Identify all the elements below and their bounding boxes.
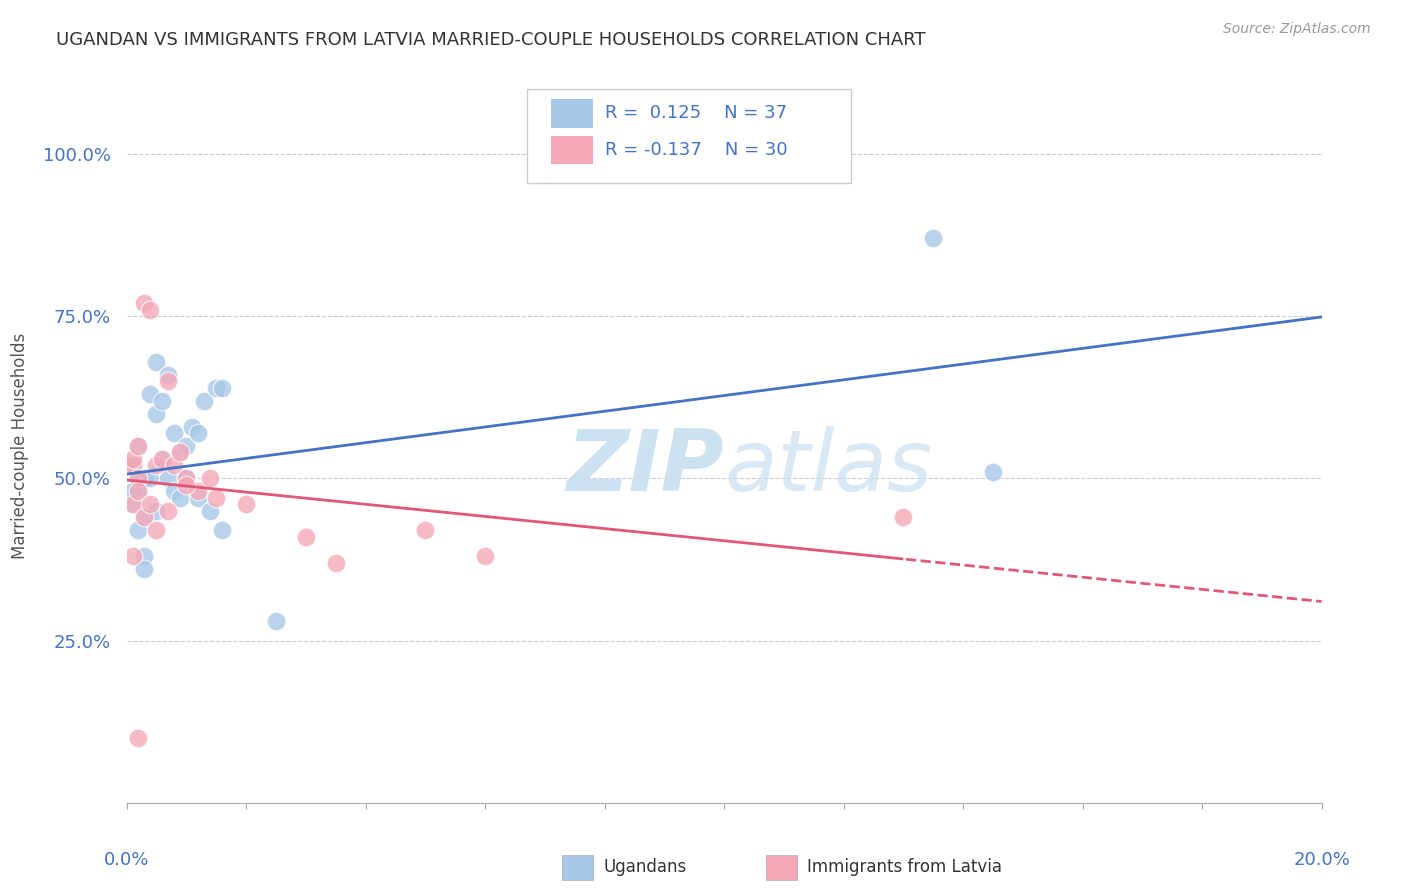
Point <box>187 491 209 505</box>
Point <box>134 562 156 576</box>
Point <box>325 556 347 570</box>
Point <box>121 497 143 511</box>
Point <box>121 458 143 473</box>
Point <box>152 452 174 467</box>
Point <box>139 471 162 485</box>
Point <box>134 471 156 485</box>
Point <box>922 231 945 245</box>
Point <box>200 471 222 485</box>
Point <box>264 614 287 628</box>
Point <box>163 425 186 440</box>
Point <box>169 445 191 459</box>
Text: R =  0.125    N = 37: R = 0.125 N = 37 <box>605 104 787 122</box>
Point <box>174 478 197 492</box>
Point <box>134 510 156 524</box>
Point <box>893 510 915 524</box>
Point <box>181 419 204 434</box>
Point <box>127 439 149 453</box>
Point <box>145 407 167 421</box>
Point <box>211 381 233 395</box>
Point <box>294 530 316 544</box>
Point <box>121 452 143 467</box>
Point <box>145 458 167 473</box>
Point <box>127 484 149 499</box>
Point <box>145 354 167 368</box>
Text: Ugandans: Ugandans <box>603 858 686 876</box>
Point <box>169 445 191 459</box>
Point <box>121 497 143 511</box>
Text: R = -0.137    N = 30: R = -0.137 N = 30 <box>605 141 787 159</box>
Text: 20.0%: 20.0% <box>1294 851 1350 869</box>
Point <box>163 484 186 499</box>
Point <box>157 471 180 485</box>
Text: UGANDAN VS IMMIGRANTS FROM LATVIA MARRIED-COUPLE HOUSEHOLDS CORRELATION CHART: UGANDAN VS IMMIGRANTS FROM LATVIA MARRIE… <box>56 31 927 49</box>
Point <box>174 471 197 485</box>
Text: atlas: atlas <box>724 425 932 509</box>
Point <box>134 549 156 564</box>
Point <box>193 393 215 408</box>
Point <box>235 497 257 511</box>
Text: Immigrants from Latvia: Immigrants from Latvia <box>807 858 1002 876</box>
Point <box>205 491 228 505</box>
Point <box>205 381 228 395</box>
Point <box>157 374 180 388</box>
Point <box>152 393 174 408</box>
Point <box>415 524 437 538</box>
Point <box>152 452 174 467</box>
Point <box>474 549 496 564</box>
Point <box>981 465 1004 479</box>
Point <box>121 458 143 473</box>
Point <box>121 484 143 499</box>
Point <box>187 425 209 440</box>
Point <box>139 302 162 317</box>
Point <box>127 484 149 499</box>
Point <box>200 504 222 518</box>
Text: 0.0%: 0.0% <box>104 851 149 869</box>
Point <box>174 439 197 453</box>
Point <box>145 524 167 538</box>
Point <box>139 387 162 401</box>
Point <box>163 458 186 473</box>
Point <box>169 491 191 505</box>
Y-axis label: Married-couple Households: Married-couple Households <box>11 333 28 559</box>
Point <box>134 510 156 524</box>
Point <box>157 368 180 382</box>
Text: ZIP: ZIP <box>567 425 724 509</box>
Point <box>127 471 149 485</box>
Point <box>211 524 233 538</box>
Point <box>187 484 209 499</box>
Point <box>127 524 149 538</box>
Point <box>139 497 162 511</box>
Point <box>157 504 180 518</box>
Point <box>127 439 149 453</box>
Point <box>127 484 149 499</box>
Point <box>121 549 143 564</box>
Point <box>174 471 197 485</box>
Point <box>145 504 167 518</box>
Point <box>134 296 156 310</box>
Point <box>127 731 149 745</box>
Text: Source: ZipAtlas.com: Source: ZipAtlas.com <box>1223 22 1371 37</box>
